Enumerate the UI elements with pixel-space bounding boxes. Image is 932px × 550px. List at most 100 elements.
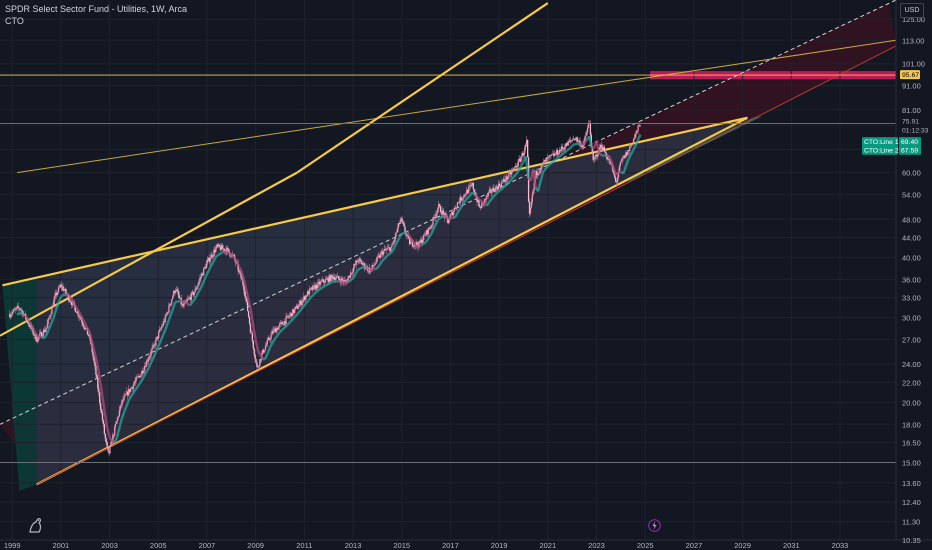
cto-ma-segment [362,265,366,269]
cto-ma-segment [60,293,65,298]
cto-ma-segment [349,277,354,282]
candle-body [202,268,205,276]
cto-ma-segment [315,288,320,293]
cto-ma-segment [200,279,206,286]
candle-body [400,218,402,220]
cto-ma-segment [74,305,79,311]
price-tick-label: 60.00 [902,169,921,178]
candle-body [293,309,296,314]
candle-body [24,313,26,315]
candle-body [119,405,121,411]
price-label-bg [862,145,898,155]
cto-ma-segment [308,295,313,301]
cto-ma-segment [340,280,344,284]
cto-ma-segment [434,218,440,225]
candle-body [548,156,550,157]
candle-body [550,155,552,156]
time-tick-label: 2029 [734,541,751,550]
candle-body [467,189,469,194]
candle-body [448,220,450,224]
candle-body [80,317,82,320]
cto-ma-segment [84,323,89,330]
candle-body [323,282,326,283]
candle-body [513,167,516,169]
candle-body [429,228,431,230]
cto-ma-segment [536,181,542,192]
candle-body [525,144,527,148]
cto-ma-segment [607,155,613,162]
candle-body [198,281,200,285]
cto-ma-segment [581,142,585,146]
candle-body [279,322,282,325]
candle-body [159,329,162,330]
cto-ma-segment [610,160,615,169]
candle-body [140,374,142,378]
candle-body [620,160,622,163]
candle-body [84,328,87,330]
candle-body [486,195,489,197]
candle-body [328,275,330,283]
candle-body [602,147,605,151]
candle-body [253,348,255,355]
candle-body [156,336,158,340]
candle-body [41,335,44,337]
candle-body [547,156,549,159]
cto-ma-segment [461,200,467,206]
candle-body [53,300,55,308]
candle-body [409,238,411,245]
candle-body [434,217,436,219]
candle-body [125,394,127,396]
price-label: 01:12:33 [902,127,929,134]
cto-ma-segment [568,145,573,150]
candle-body [252,340,254,349]
candle-body [402,221,404,224]
candle-body [104,433,106,439]
cto-ma-segment [274,334,279,340]
candle-body [63,290,65,292]
candle-body [138,375,140,377]
indicator-title[interactable]: CTO [5,16,24,26]
currency-button[interactable]: USD [900,3,924,18]
cto-ma-segment [154,346,160,353]
candle-body [249,323,252,333]
symbol-title[interactable]: SPDR Select Sector Fund - Utilities, 1W,… [5,4,188,14]
candle-body [241,278,243,280]
candle-body [556,150,558,155]
candle-body [337,275,340,279]
candle-body [426,230,429,235]
event-bolt-icon[interactable] [648,519,661,532]
cto-ma-segment [524,156,530,179]
cto-ma-segment [18,311,23,316]
candle-body [220,245,223,251]
candle-body [451,211,453,215]
candle-body [62,286,64,291]
candle-body [148,356,150,360]
cto-ma-segment [23,314,28,318]
candle-body [603,147,606,152]
candle-body [169,304,171,306]
candle-body [268,338,270,340]
candle-body [395,232,398,234]
candle-body [281,322,283,325]
chart-legend: SPDR Select Sector Fund - Utilities, 1W,… [5,3,187,27]
cto-ma-segment [564,149,569,154]
candle-body [157,336,159,339]
cto-ma-segment [305,298,311,304]
candle-body [307,291,310,295]
candle-body [521,153,523,158]
candle-body [212,255,214,257]
candle-body [412,246,415,247]
candle-body [484,199,487,201]
cto-ma-segment [132,387,138,393]
cto-ma-segment [125,399,131,407]
candle-body [428,227,430,229]
candle-body [537,173,539,176]
candle-body [614,173,616,178]
candle-body [70,302,73,306]
candle-body [383,249,386,251]
candle-body [223,248,225,251]
candle-body [302,299,304,303]
cto-ma-segment [432,223,437,230]
candle-body [595,154,597,157]
